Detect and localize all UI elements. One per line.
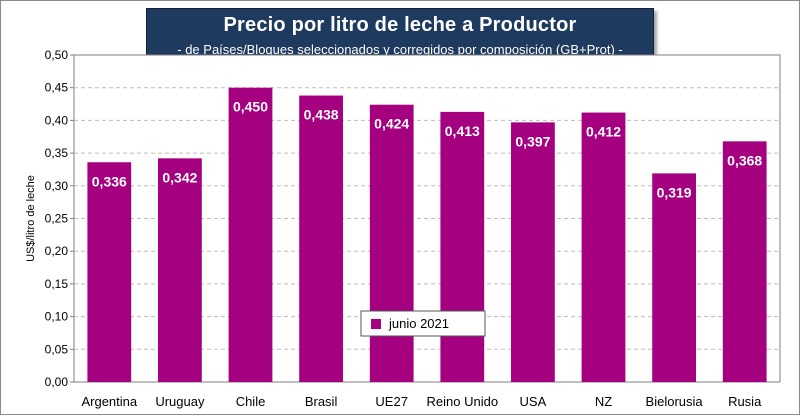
chart-title-box: Precio por litro de leche a Productor - …: [146, 8, 654, 62]
y-tick-label: 0,15: [45, 277, 69, 291]
y-tick-label: 0,35: [45, 146, 69, 160]
bar: [299, 95, 343, 382]
data-label: 0,424: [374, 116, 409, 132]
y-axis-label: US$/litro de leche: [25, 175, 37, 262]
bar: [87, 162, 132, 382]
y-tick-label: 0,30: [45, 179, 69, 193]
data-label: 0,450: [233, 99, 268, 115]
y-tick-label: 0,10: [45, 310, 69, 324]
bars: 0,336 0,342 0,450 0,438 0,424 0,413 0,397 0,412…: [87, 87, 767, 382]
y-tick-label: 0,25: [45, 212, 69, 226]
y-tick-label: 0,50: [45, 48, 69, 62]
category-label: USA: [520, 394, 547, 409]
category-label: Brasil: [305, 394, 338, 409]
category-label: NZ: [595, 394, 612, 409]
bar: [581, 112, 626, 382]
data-label: 0,413: [445, 123, 480, 139]
chart-title: Precio por litro de leche a Productor: [223, 14, 577, 36]
category-label: Argentina: [81, 394, 137, 409]
data-label: 0,319: [657, 184, 692, 200]
data-label: 0,342: [162, 169, 197, 185]
data-label: 0,368: [727, 152, 762, 168]
legend-swatch: [371, 319, 381, 329]
bar: [158, 158, 202, 382]
chart-subtitle: - de Países/Bloques seleccionados y corr…: [177, 42, 623, 57]
bar: [369, 104, 414, 382]
bar: [722, 141, 767, 382]
bar: [652, 173, 696, 382]
y-tick-label: 0,40: [45, 113, 69, 127]
category-label: Chile: [236, 394, 266, 409]
x-axis-labels: Argentina Uruguay Chile Brasil UE27 Reino Uni…: [81, 394, 762, 409]
category-label: UE27: [375, 394, 408, 409]
data-label: 0,336: [92, 173, 127, 189]
legend: junio 2021: [360, 310, 486, 337]
bar: [228, 87, 273, 382]
category-label: Rusia: [728, 394, 762, 409]
bar: [511, 122, 555, 382]
y-tick-label: 0,05: [45, 342, 69, 356]
y-axis-ticks: 0,00 0,05 0,10 0,15 0,20 0,25 0,30 0,35 0,40 0,45…: [45, 48, 74, 389]
category-label: Reino Unido: [427, 394, 499, 409]
data-label: 0,397: [515, 133, 550, 149]
legend-label: junio 2021: [388, 316, 449, 331]
y-tick-label: 0,00: [45, 375, 69, 389]
bar: [440, 111, 485, 382]
data-label: 0,438: [304, 107, 339, 123]
y-tick-label: 0,20: [45, 244, 69, 258]
data-label: 0,412: [586, 124, 621, 140]
category-label: Bielorusia: [646, 394, 704, 409]
category-label: Uruguay: [155, 394, 205, 409]
y-tick-label: 0,45: [45, 81, 69, 95]
legend-box: [360, 310, 486, 337]
